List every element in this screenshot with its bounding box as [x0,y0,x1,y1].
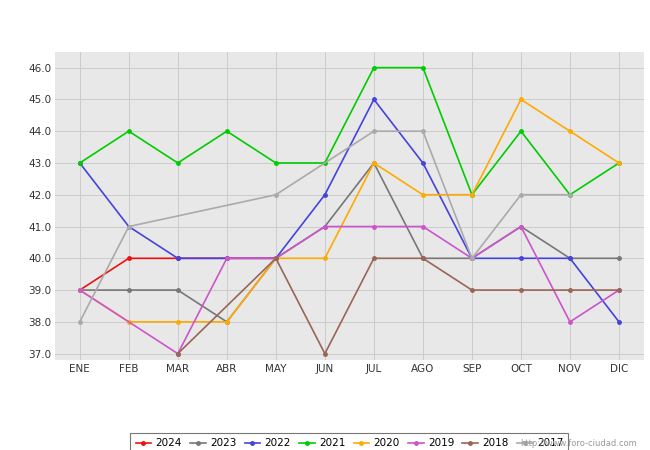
2021 [76,160,84,166]
2019 [615,288,623,293]
2021 [566,192,574,198]
Line: 2022: 2022 [78,98,621,324]
2023 [321,224,329,229]
2021 [321,160,329,166]
2018 [566,288,574,293]
2020 [468,192,476,198]
2024 [272,256,280,261]
2021 [615,160,623,166]
2022 [517,256,525,261]
2022 [370,97,378,102]
2024 [174,256,182,261]
2023 [615,256,623,261]
2020 [223,319,231,324]
2020 [419,192,427,198]
Line: 2024: 2024 [78,256,278,292]
2022 [174,256,182,261]
2020 [125,319,133,324]
2024 [223,256,231,261]
2022 [419,160,427,166]
2019 [272,256,280,261]
2020 [517,97,525,102]
Text: http://www.foro-ciudad.com: http://www.foro-ciudad.com [520,439,637,448]
Text: Afiliados en Bello a 31/5/2024: Afiliados en Bello a 31/5/2024 [201,14,449,33]
2021 [125,129,133,134]
Line: 2020: 2020 [78,98,621,324]
2022 [76,160,84,166]
2023 [370,160,378,166]
2019 [76,288,84,293]
2017 [419,129,427,134]
2024 [76,288,84,293]
2023 [125,288,133,293]
2017 [125,224,133,229]
2023 [272,256,280,261]
2022 [468,256,476,261]
2017 [566,192,574,198]
2023 [566,256,574,261]
2019 [517,224,525,229]
2020 [76,288,84,293]
Line: 2017: 2017 [78,130,572,324]
2017 [76,319,84,324]
2022 [321,192,329,198]
2021 [370,65,378,70]
2018 [174,351,182,356]
2019 [321,224,329,229]
2019 [468,256,476,261]
2018 [468,288,476,293]
2018 [370,256,378,261]
2017 [468,256,476,261]
2024 [125,256,133,261]
2020 [566,129,574,134]
2022 [125,224,133,229]
2017 [272,192,280,198]
2021 [174,160,182,166]
2019 [566,319,574,324]
2021 [517,129,525,134]
2018 [517,288,525,293]
2019 [223,256,231,261]
2019 [419,224,427,229]
2022 [615,319,623,324]
Legend: 2024, 2023, 2022, 2021, 2020, 2019, 2018, 2017: 2024, 2023, 2022, 2021, 2020, 2019, 2018… [131,433,568,450]
2021 [419,65,427,70]
2020 [174,319,182,324]
2018 [419,256,427,261]
2023 [468,256,476,261]
2019 [370,224,378,229]
2022 [223,256,231,261]
2023 [223,319,231,324]
2022 [566,256,574,261]
Line: 2021: 2021 [78,66,621,197]
2020 [615,160,623,166]
2018 [321,351,329,356]
Line: 2023: 2023 [78,161,621,324]
2023 [419,256,427,261]
2018 [272,256,280,261]
Line: 2019: 2019 [78,225,621,356]
2017 [370,129,378,134]
2022 [272,256,280,261]
2023 [76,288,84,293]
2020 [370,160,378,166]
2023 [517,224,525,229]
2021 [223,129,231,134]
2021 [468,192,476,198]
2021 [272,160,280,166]
2023 [174,288,182,293]
2018 [615,288,623,293]
2020 [272,256,280,261]
Line: 2018: 2018 [176,256,621,356]
2019 [174,351,182,356]
2017 [517,192,525,198]
2020 [321,256,329,261]
